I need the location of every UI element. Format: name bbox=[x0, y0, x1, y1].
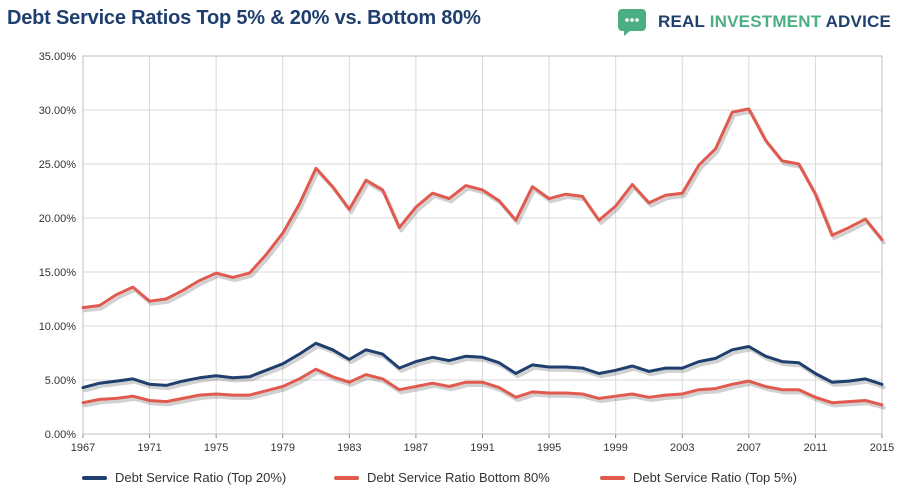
series-line-bottom80 bbox=[81, 367, 884, 407]
chat-bubble-icon bbox=[618, 9, 646, 36]
y-tick-label: 20.00% bbox=[39, 213, 77, 225]
x-tick-label: 1979 bbox=[271, 442, 295, 454]
y-tick-label: 30.00% bbox=[39, 105, 77, 117]
x-tick-label: 1967 bbox=[71, 442, 95, 454]
y-tick-label: 10.00% bbox=[39, 321, 77, 333]
x-tick-label: 1971 bbox=[137, 442, 161, 454]
legend-swatch-top20 bbox=[82, 475, 107, 480]
legend-swatch-top5 bbox=[600, 475, 625, 480]
y-tick-label: 35.00% bbox=[39, 51, 77, 63]
x-tick-label: 1975 bbox=[204, 442, 228, 454]
chart-legend: Debt Service Ratio (Top 20%) Debt Servic… bbox=[0, 470, 899, 490]
legend-item-top20: Debt Service Ratio (Top 20%) bbox=[82, 470, 286, 485]
legend-item-top5: Debt Service Ratio (Top 5%) bbox=[600, 470, 797, 485]
y-tick-label: 0.00% bbox=[45, 429, 76, 441]
brand-word-real: REAL bbox=[658, 12, 705, 31]
x-tick-label: 2011 bbox=[804, 442, 828, 454]
legend-label-top5: Debt Service Ratio (Top 5%) bbox=[633, 470, 798, 485]
x-tick-label: 1999 bbox=[603, 442, 627, 454]
legend-label-top20: Debt Service Ratio (Top 20%) bbox=[115, 470, 287, 485]
series-line-top5-shadow bbox=[83, 110, 886, 313]
x-tick-label: 1991 bbox=[470, 442, 494, 454]
legend-swatch-bottom80 bbox=[334, 475, 359, 480]
y-tick-label: 15.00% bbox=[39, 267, 77, 279]
plot-area bbox=[82, 55, 883, 435]
brand-name: REAL INVESTMENT ADVICE bbox=[658, 12, 891, 32]
series-line-bottom80-shadow bbox=[83, 370, 886, 410]
x-tick-label: 1987 bbox=[404, 442, 428, 454]
y-tick-label: 5.00% bbox=[45, 375, 76, 387]
x-tick-label: 2015 bbox=[870, 442, 894, 454]
x-tick-label: 2003 bbox=[670, 442, 694, 454]
chart-title: Debt Service Ratios Top 5% & 20% vs. Bot… bbox=[7, 7, 481, 29]
x-tick-label: 2007 bbox=[737, 442, 761, 454]
x-tick-label: 1995 bbox=[537, 442, 561, 454]
series-line-top20 bbox=[81, 341, 884, 390]
brand-logo: REAL INVESTMENT ADVICE bbox=[616, 6, 891, 38]
x-tick-label: 1983 bbox=[337, 442, 361, 454]
series-line-top5 bbox=[81, 107, 884, 310]
legend-item-bottom80: Debt Service Ratio Bottom 80% bbox=[334, 470, 550, 485]
brand-word-advice: ADVICE bbox=[825, 12, 892, 31]
line-chart: 0.00% 5.00% 10.00% 15.00% 20.00% 25.00% 30.00%… bbox=[39, 51, 895, 454]
series-line-top20-shadow bbox=[83, 344, 886, 393]
legend-label-bottom80: Debt Service Ratio Bottom 80% bbox=[367, 470, 550, 485]
y-tick-label: 25.00% bbox=[39, 159, 77, 171]
brand-word-investment: INVESTMENT bbox=[709, 12, 822, 31]
